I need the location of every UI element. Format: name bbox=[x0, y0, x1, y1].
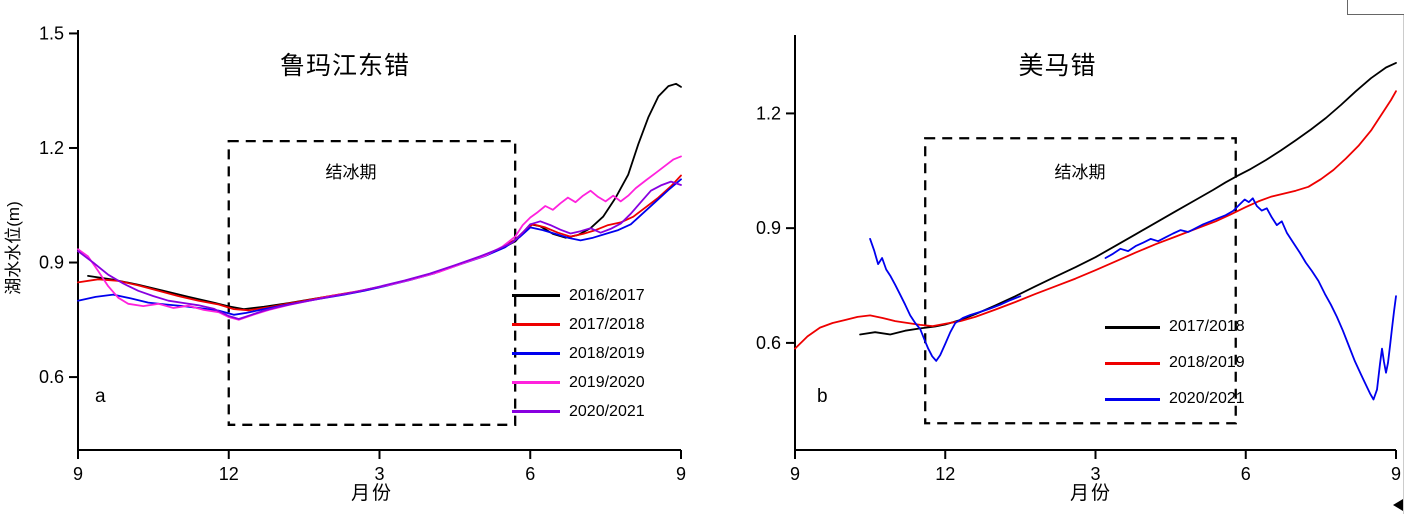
legend-label: 2017/2018 bbox=[1169, 318, 1245, 335]
scroll-left-icon bbox=[1393, 499, 1403, 511]
chart-b-x-axis-label: 月份 bbox=[1069, 483, 1112, 504]
chart-a-y-axis-label: 湖水水位(m) bbox=[4, 201, 23, 295]
x-tick-label: 9 bbox=[676, 464, 686, 484]
series-line-2016-2017 bbox=[87, 82, 682, 311]
chart-a-x-axis-label: 月份 bbox=[350, 483, 393, 504]
legend-item: 2017/2018 bbox=[1105, 309, 1245, 345]
chart-b-legend: 2017/2018 2018/2019 2020/2021 bbox=[1105, 309, 1245, 417]
series-line-2020-2021 bbox=[869, 237, 1022, 362]
legend-item: 2020/2021 bbox=[512, 397, 645, 426]
legend-line-swatch bbox=[1105, 325, 1160, 329]
legend-label: 2018/2019 bbox=[569, 344, 645, 362]
ice-period-box bbox=[924, 137, 1237, 425]
legend-item: 2018/2019 bbox=[1105, 345, 1245, 381]
legend-item: 2020/2021 bbox=[1105, 381, 1245, 417]
series-line-2020-2021 bbox=[1104, 197, 1397, 401]
legend-line-swatch bbox=[512, 410, 560, 413]
legend-line-swatch bbox=[1105, 361, 1160, 365]
y-tick-label: 0.6 bbox=[39, 367, 64, 387]
legend-item: 2018/2019 bbox=[512, 339, 645, 368]
chart-b-ice-period-label: 结冰期 bbox=[1054, 163, 1106, 182]
legend-item: 2017/2018 bbox=[512, 310, 645, 339]
ice-period-box bbox=[227, 139, 517, 426]
corner-box bbox=[1347, 0, 1404, 15]
chart-b-title: 美马错 bbox=[1018, 52, 1097, 80]
legend-line-swatch bbox=[512, 294, 560, 297]
legend-line-swatch bbox=[512, 323, 560, 326]
legend-label: 2017/2018 bbox=[569, 315, 645, 333]
chart-a-legend: 2016/2017 2017/2018 2018/2019 2019/2020 … bbox=[512, 281, 645, 426]
legend-item: 2019/2020 bbox=[512, 368, 645, 397]
legend-label: 2019/2020 bbox=[569, 373, 645, 391]
y-tick-label: 0.6 bbox=[756, 333, 781, 353]
y-tick-label: 0.9 bbox=[39, 253, 64, 273]
legend-item: 2016/2017 bbox=[512, 281, 645, 310]
chart-a-title: 鲁玛江东错 bbox=[279, 52, 410, 80]
x-tick-label: 12 bbox=[935, 464, 955, 484]
x-tick-label: 6 bbox=[1241, 464, 1251, 484]
x-tick-label: 9 bbox=[73, 464, 83, 484]
legend-label: 2018/2019 bbox=[1169, 354, 1245, 371]
y-tick-label: 1.2 bbox=[756, 103, 781, 123]
chart-a-panel-letter: a bbox=[95, 386, 106, 407]
y-tick-label: 1.2 bbox=[39, 138, 64, 158]
y-tick-label: 1.5 bbox=[39, 23, 64, 43]
x-tick-label: 9 bbox=[1391, 464, 1401, 484]
legend-label: 2020/2021 bbox=[569, 402, 645, 420]
x-tick-label: 12 bbox=[219, 464, 239, 484]
y-tick-label: 0.9 bbox=[756, 218, 781, 238]
series-line-2020-2021 bbox=[77, 180, 682, 320]
legend-label: 2020/2021 bbox=[1169, 390, 1245, 407]
x-tick-label: 6 bbox=[525, 464, 535, 484]
series-line-2017-2018 bbox=[859, 62, 1397, 336]
legend-line-swatch bbox=[512, 352, 560, 355]
legend-label: 2016/2017 bbox=[569, 286, 645, 304]
legend-line-swatch bbox=[512, 381, 560, 384]
x-tick-label: 3 bbox=[374, 464, 384, 484]
chart-b-panel-letter: b bbox=[817, 386, 828, 407]
x-tick-label: 9 bbox=[790, 464, 800, 484]
chart-a-ice-period-label: 结冰期 bbox=[325, 163, 377, 182]
legend-line-swatch bbox=[1105, 397, 1160, 401]
x-tick-label: 3 bbox=[1090, 464, 1100, 484]
series-line-2018-2019 bbox=[794, 90, 1397, 350]
